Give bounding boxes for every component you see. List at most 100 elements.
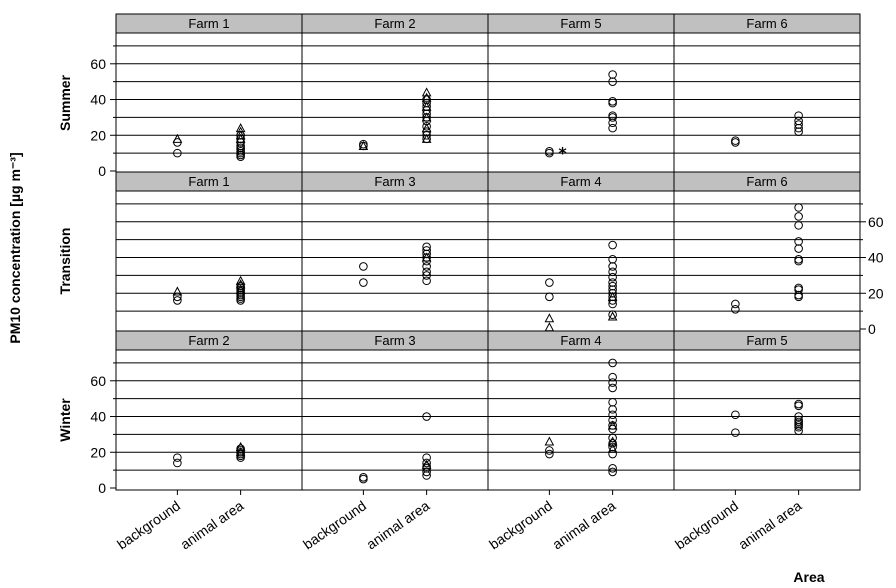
panel-2-2: Farm 3 bbox=[301, 171, 489, 332]
data-point-circle bbox=[608, 397, 617, 407]
data-point-circle bbox=[359, 262, 368, 271]
x-category-label: animal area bbox=[735, 497, 804, 552]
data-point-triangle bbox=[358, 140, 369, 150]
data-point-triangle bbox=[235, 441, 246, 451]
data-point-circle bbox=[794, 111, 803, 120]
data-point-triangle bbox=[172, 286, 183, 296]
data-point-circle bbox=[422, 262, 431, 271]
data-point-triangle bbox=[235, 284, 246, 294]
data-point-circle bbox=[236, 444, 245, 453]
data-point-triangle bbox=[421, 133, 432, 143]
data-point-circle bbox=[794, 415, 803, 425]
data-point-circle bbox=[173, 148, 182, 158]
data-point-triangle bbox=[607, 311, 618, 321]
data-point-circle bbox=[794, 212, 803, 221]
panel-2-3: Farm 4 bbox=[487, 171, 675, 332]
data-point-circle bbox=[359, 278, 368, 287]
data-point-circle bbox=[731, 299, 740, 309]
x-category-label: background bbox=[300, 497, 369, 552]
data-point-triangle bbox=[421, 112, 432, 122]
data-point-circle bbox=[608, 433, 617, 443]
data-point-circle bbox=[731, 305, 740, 314]
panel-body bbox=[673, 190, 861, 332]
data-point-circle bbox=[173, 292, 182, 302]
data-point-circle bbox=[608, 255, 617, 264]
data-point-circle bbox=[422, 276, 431, 286]
x-axis-title: Area bbox=[793, 569, 824, 585]
data-point-circle bbox=[794, 412, 803, 421]
data-point-circle bbox=[545, 292, 554, 302]
data-point-triangle bbox=[607, 436, 618, 446]
data-point-circle bbox=[608, 111, 617, 120]
data-point-circle bbox=[545, 446, 554, 455]
panel-3-2: Farm 3 bbox=[301, 330, 489, 491]
panel-strip-label: Farm 2 bbox=[374, 16, 415, 31]
data-point-circle bbox=[794, 203, 803, 212]
data-point-triangle bbox=[607, 291, 618, 301]
y-tick-label: 60 bbox=[868, 214, 884, 230]
data-point-circle bbox=[359, 139, 368, 149]
data-point-triangle bbox=[421, 123, 432, 133]
data-point-circle bbox=[794, 283, 803, 293]
data-point-circle bbox=[422, 462, 431, 471]
panel-body bbox=[301, 190, 489, 332]
data-point-circle bbox=[422, 458, 431, 468]
data-point-circle bbox=[236, 281, 245, 291]
y-axis-title: PM10 concentration [µg m⁻³] bbox=[7, 152, 23, 343]
panel-strip-label: Farm 5 bbox=[560, 16, 601, 31]
data-point-circle bbox=[608, 310, 617, 320]
y-tick-label: 60 bbox=[90, 373, 106, 389]
x-category-label: animal area bbox=[549, 497, 618, 552]
y-tick-label: 20 bbox=[868, 285, 884, 301]
panel-body bbox=[673, 32, 861, 174]
panel-strip-label: Farm 4 bbox=[560, 333, 601, 348]
panel-strip-label: Farm 2 bbox=[188, 333, 229, 348]
data-point-circle bbox=[173, 458, 182, 468]
data-point-circle bbox=[608, 464, 617, 473]
row-label: Winter bbox=[57, 398, 73, 442]
x-category-label: animal area bbox=[177, 497, 246, 552]
data-point-circle bbox=[608, 97, 617, 106]
panel-strip-label: Farm 3 bbox=[374, 174, 415, 189]
data-point-circle bbox=[794, 120, 803, 129]
data-point-circle bbox=[794, 221, 803, 230]
panel-3-4: Farm 5 bbox=[673, 330, 861, 491]
panels-layer: Farm 1 Farm 2 Farm 5 * Farm 6 0 20 40 60 Summer Fa… bbox=[57, 13, 884, 552]
panel-strip-label: Farm 3 bbox=[374, 333, 415, 348]
data-point-circle bbox=[173, 453, 182, 462]
data-point-circle bbox=[608, 267, 617, 277]
panel-3-3: Farm 4 bbox=[487, 330, 675, 491]
panel-body bbox=[301, 32, 489, 174]
data-point-circle bbox=[545, 147, 554, 156]
data-point-circle bbox=[608, 272, 617, 282]
panel-2-1: Farm 1 bbox=[115, 171, 303, 332]
y-tick-label: 40 bbox=[90, 92, 106, 108]
data-point-circle bbox=[794, 255, 803, 264]
row-label: Transition bbox=[57, 228, 73, 295]
data-point-circle bbox=[608, 281, 617, 291]
data-point-triangle bbox=[235, 275, 246, 285]
panel-1-1: Farm 1 bbox=[115, 13, 303, 174]
data-point-triangle bbox=[421, 92, 432, 102]
data-point-triangle bbox=[235, 447, 246, 457]
data-point-circle bbox=[608, 439, 617, 448]
panel-body bbox=[673, 349, 861, 491]
data-point-circle bbox=[608, 278, 617, 287]
data-point-circle bbox=[794, 237, 803, 246]
data-point-circle bbox=[608, 467, 617, 477]
data-point-triangle bbox=[421, 101, 432, 111]
data-point-circle bbox=[608, 415, 617, 425]
data-point-circle bbox=[731, 428, 740, 437]
panel-body bbox=[115, 349, 303, 491]
panel-strip-label: Farm 5 bbox=[746, 333, 787, 348]
panel-strip-label: Farm 1 bbox=[188, 16, 229, 31]
panel-1-2: Farm 2 bbox=[301, 13, 489, 174]
data-point-circle bbox=[608, 372, 617, 382]
data-point-circle bbox=[422, 98, 431, 108]
data-point-triangle bbox=[607, 443, 618, 453]
data-point-circle bbox=[608, 123, 617, 133]
row-label: Summer bbox=[57, 74, 73, 131]
panel-strip-label: Farm 6 bbox=[746, 16, 787, 31]
panel-body bbox=[301, 349, 489, 491]
